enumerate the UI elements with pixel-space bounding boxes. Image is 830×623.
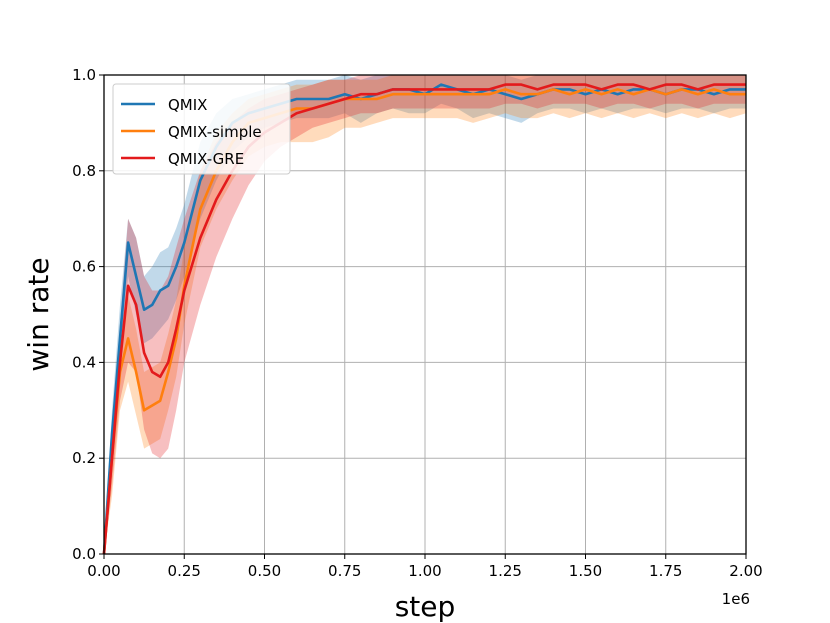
series-lines [102, 83, 746, 555]
qmix-simple-line [102, 88, 746, 555]
y-tick-label: 0.2 [72, 449, 96, 467]
y-tick-label: 0.8 [72, 162, 96, 180]
axis-ticks: 0.00 0.25 0.50 0.75 1.00 1.25 1.50 1.75 2.00 0.0 0… [72, 66, 763, 580]
y-tick-label: 0.4 [72, 353, 96, 371]
x-tick-label: 1.50 [569, 562, 602, 580]
legend-label-qmix: QMIX [168, 96, 207, 114]
y-tick-label: 0.6 [72, 258, 96, 276]
x-tick-label: 0.75 [328, 562, 361, 580]
x-tick-label: 2.00 [729, 562, 762, 580]
y-axis-title: win rate [22, 257, 55, 371]
legend: QMIX QMIX-simple QMIX-GRE [112, 83, 291, 175]
x-tick-label: 0.50 [248, 562, 281, 580]
legend-label-qmix-gre: QMIX-GRE [168, 150, 244, 168]
y-tick-label: 1.0 [72, 66, 96, 84]
x-tick-label: 0.00 [87, 562, 120, 580]
y-tick-label: 0.0 [72, 545, 96, 563]
legend-label-qmix-simple: QMIX-simple [168, 123, 262, 141]
qmix-gre-line [102, 83, 746, 555]
legend-box [112, 83, 291, 175]
x-tick-label: 0.25 [168, 562, 201, 580]
x-tick-label: 1.00 [408, 562, 441, 580]
x-tick-label: 1.75 [649, 562, 682, 580]
x-axis-offset-label: 1e6 [722, 590, 750, 608]
x-axis-title: step [395, 590, 456, 623]
x-tick-label: 1.25 [489, 562, 522, 580]
